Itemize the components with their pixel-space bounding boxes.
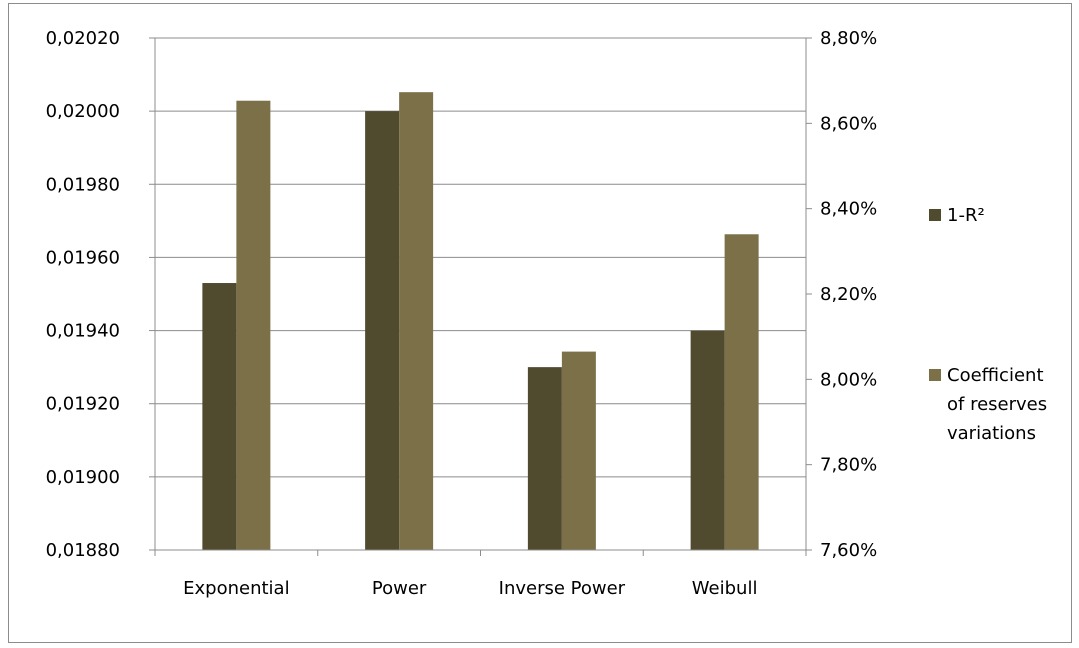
- bar-coefficient-power: [399, 92, 434, 550]
- bar-1-r2-weibull: [690, 330, 725, 550]
- category-label: Power: [372, 578, 427, 599]
- right-tick-label: 7,60%: [820, 540, 877, 561]
- legend-label: variations: [947, 423, 1036, 444]
- left-tick-label: 0,01880: [46, 540, 120, 561]
- right-tick-label: 8,80%: [820, 28, 877, 49]
- bar-1-r2-power: [365, 111, 400, 551]
- right-axis-ticks: 7,60% 7,80% 8,00% 8,20% 8,40% 8,60% 8,80%: [820, 28, 877, 561]
- left-tick-label: 0,01960: [46, 247, 120, 268]
- left-tick-label: 0,01920: [46, 394, 120, 415]
- right-tick-label: 7,80%: [820, 455, 877, 476]
- bar-coefficient-exponential: [236, 100, 271, 550]
- legend-label: Coefficient: [947, 365, 1044, 386]
- left-tick-label: 0,01980: [46, 174, 120, 195]
- axes: [149, 37, 812, 556]
- left-tick-label: 0,01940: [46, 321, 120, 342]
- bar-1-r2-exponential: [202, 283, 237, 550]
- bar-coefficient-weibull: [724, 234, 759, 550]
- category-label: Exponential: [183, 578, 289, 599]
- left-axis-ticks: 0,01880 0,01900 0,01920 0,01940 0,01960 0,019…: [46, 28, 120, 561]
- left-tick-label: 0,02000: [46, 101, 120, 122]
- right-tick-label: 8,40%: [820, 199, 877, 220]
- left-tick-label: 0,02020: [46, 28, 120, 49]
- legend: 1-R² Coefficient of reserves variations: [929, 205, 1047, 444]
- bars: [202, 92, 759, 551]
- right-tick-label: 8,20%: [820, 284, 877, 305]
- category-label: Weibull: [692, 578, 758, 599]
- bar-1-r2-inverse-power: [527, 367, 562, 550]
- right-tick-label: 8,00%: [820, 369, 877, 390]
- legend-swatch: [929, 209, 941, 221]
- legend-label: of reserves: [947, 394, 1047, 415]
- legend-label: 1-R²: [947, 205, 985, 226]
- bar-coefficient-inverse-power: [561, 351, 596, 550]
- right-tick-label: 8,60%: [820, 113, 877, 134]
- category-labels: Exponential Power Inverse Power Weibull: [183, 578, 757, 599]
- category-label: Inverse Power: [499, 578, 626, 599]
- legend-swatch: [929, 369, 941, 381]
- left-tick-label: 0,01900: [46, 467, 120, 488]
